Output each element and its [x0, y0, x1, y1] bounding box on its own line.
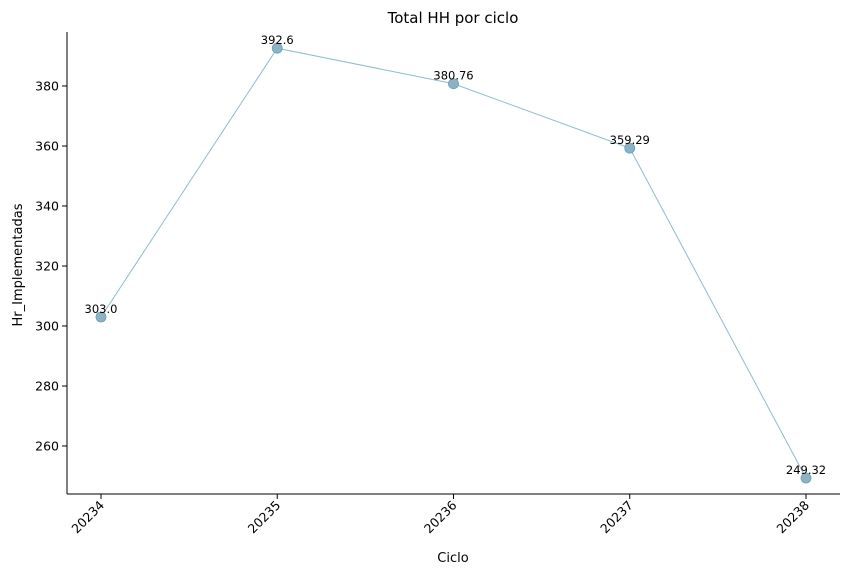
x-axis-label: Ciclo — [437, 551, 468, 566]
y-tick-label: 360 — [35, 139, 59, 154]
y-axis-label: Hr_Implementadas — [11, 203, 26, 326]
data-label: 392.6 — [261, 33, 294, 47]
x-tick-label: 20236 — [421, 497, 460, 536]
x-tick-label: 20237 — [597, 498, 636, 537]
y-tick-label: 320 — [35, 259, 59, 274]
data-point — [624, 142, 636, 154]
x-tick-label: 20238 — [773, 497, 812, 536]
y-tick-label: 280 — [35, 379, 59, 394]
data-point — [271, 42, 283, 54]
y-tick-label: 260 — [35, 439, 59, 454]
y-tick-label: 300 — [35, 319, 59, 334]
data-markers — [95, 42, 812, 484]
data-point — [95, 311, 107, 323]
series-line — [100, 47, 807, 479]
data-label: 359.29 — [610, 133, 650, 147]
y-tick-label: 380 — [35, 79, 59, 94]
data-labels: 303.0 392.6 380.76 359.29 249.32 — [85, 33, 827, 477]
data-label: 303.0 — [85, 302, 118, 316]
x-tick-label: 20234 — [68, 497, 107, 536]
data-point — [448, 78, 459, 90]
y-tick-label: 340 — [35, 199, 59, 214]
data-label: 249.32 — [786, 463, 826, 477]
x-axis-ticks: 20234 20235 20236 20237 20238 — [68, 494, 812, 536]
x-tick-label: 20235 — [245, 498, 284, 537]
y-axis-ticks: 260 280 300 320 340 360 380 — [35, 79, 67, 454]
data-label: 380.76 — [433, 69, 473, 83]
chart-title: Total HH por ciclo — [387, 9, 519, 27]
data-point — [800, 472, 812, 484]
